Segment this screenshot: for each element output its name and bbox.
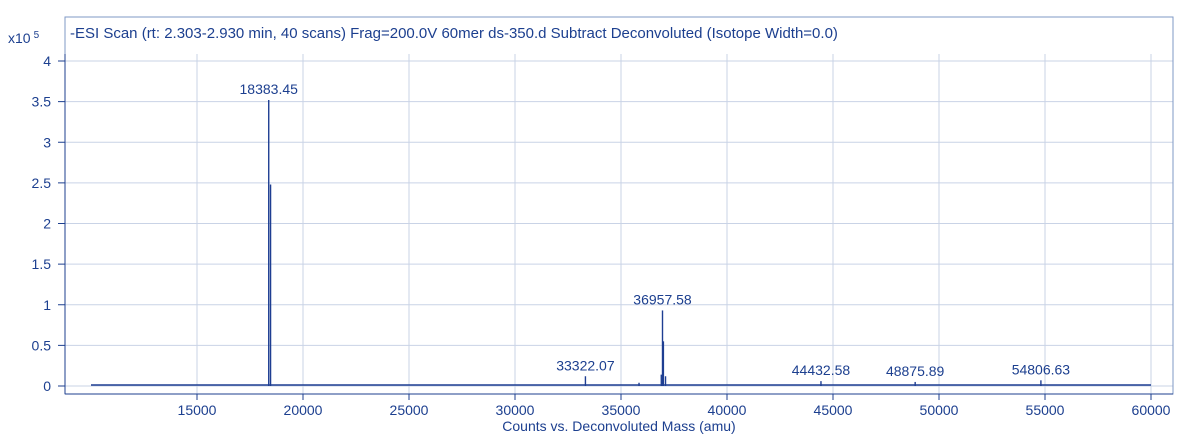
x-tick-label: 55000 (1026, 402, 1065, 418)
grid-lines (65, 54, 1173, 394)
peak-label: 48875.89 (886, 363, 945, 379)
y-tick-label: 1 (43, 297, 51, 313)
y-tick-label: 2.5 (32, 175, 52, 191)
x-tick-label: 50000 (920, 402, 959, 418)
x-tick-label: 15000 (178, 402, 217, 418)
axis-ticks: 15000 20000 25000 30000 35000 40000 45000 50000… (32, 53, 1171, 418)
y-multiplier-exponent: 5 (34, 30, 40, 41)
peak-label: 36957.58 (633, 291, 692, 307)
y-tick-label: 3.5 (32, 94, 52, 110)
x-tick-label: 35000 (602, 402, 641, 418)
peak-label: 18383.45 (240, 81, 299, 97)
spectrum-traces (91, 100, 1151, 386)
peak-labels: 18383.45 33322.07 36957.58 44432.58 48875.89… (240, 81, 1071, 379)
y-tick-label: 4 (43, 53, 51, 69)
x-tick-label: 20000 (284, 402, 323, 418)
peak-label: 44432.58 (792, 362, 851, 378)
x-tick-label: 40000 (708, 402, 747, 418)
y-tick-label: 2 (43, 216, 51, 232)
y-tick-label: 1.5 (32, 256, 52, 272)
y-tick-label: 0.5 (32, 337, 52, 353)
x-tick-label: 25000 (390, 402, 429, 418)
y-multiplier-base: x10 (8, 30, 31, 46)
peak-label: 33322.07 (556, 357, 615, 373)
x-tick-label: 45000 (814, 402, 853, 418)
peak-label: 54806.63 (1012, 361, 1071, 377)
y-tick-label: 0 (43, 378, 51, 394)
y-multiplier-label: x10 5 (8, 30, 40, 46)
chart-title: -ESI Scan (rt: 2.303-2.930 min, 40 scans… (70, 25, 838, 42)
x-tick-label: 30000 (496, 402, 535, 418)
y-tick-label: 3 (43, 134, 51, 150)
x-tick-label: 60000 (1132, 402, 1171, 418)
x-axis-label: Counts vs. Deconvoluted Mass (amu) (502, 418, 735, 434)
